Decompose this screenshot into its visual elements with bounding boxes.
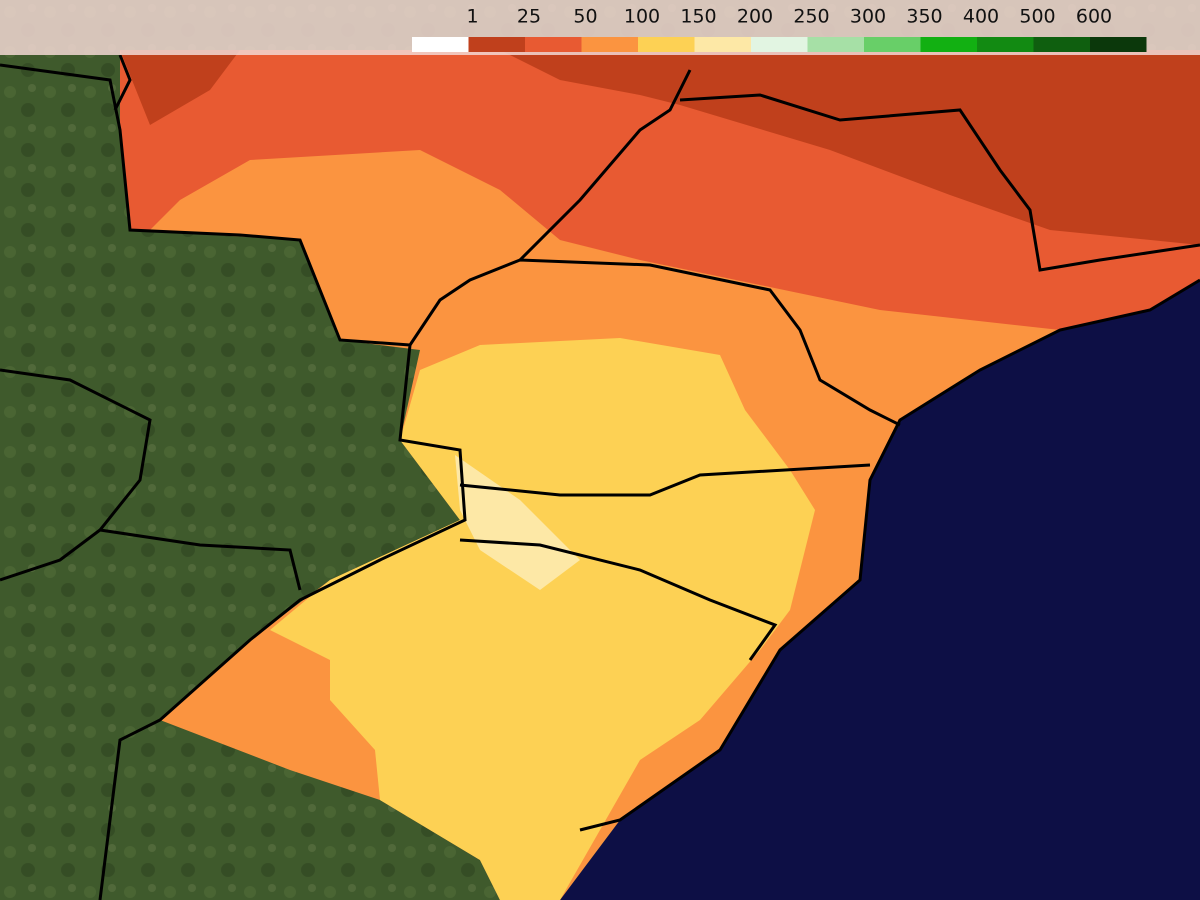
legend-label: 25 bbox=[517, 6, 541, 28]
legend-swatch bbox=[694, 37, 751, 52]
legend-label: 250 bbox=[793, 6, 829, 28]
legend-label: 300 bbox=[850, 6, 886, 28]
legend-label: 150 bbox=[680, 6, 716, 28]
legend-label: 1 bbox=[466, 6, 478, 28]
legend-swatch bbox=[1033, 37, 1090, 52]
legend-swatch bbox=[977, 37, 1034, 52]
legend-label: 600 bbox=[1076, 6, 1112, 28]
legend-label: 200 bbox=[737, 6, 773, 28]
legend-swatch bbox=[412, 37, 469, 52]
legend-swatch bbox=[525, 37, 582, 52]
legend-label: 500 bbox=[1019, 6, 1055, 28]
ocean bbox=[560, 280, 1200, 900]
legend-label: 350 bbox=[906, 6, 942, 28]
borders bbox=[0, 54, 1200, 900]
legend-label: 50 bbox=[573, 6, 597, 28]
legend-swatch bbox=[807, 37, 864, 52]
legend-swatch bbox=[751, 37, 808, 52]
legend-swatch bbox=[920, 37, 977, 52]
precip-1 bbox=[120, 50, 1200, 245]
precip-150 bbox=[270, 338, 815, 900]
legend: 1 25 50 100 150 200 250 300 350 400 500 600 bbox=[412, 6, 1147, 52]
legend-swatch bbox=[581, 37, 638, 52]
legend-label: 100 bbox=[624, 6, 660, 28]
legend-swatch bbox=[864, 37, 921, 52]
legend-swatch bbox=[468, 37, 525, 52]
legend-swatch bbox=[638, 37, 695, 52]
legend-swatch bbox=[1090, 37, 1147, 52]
legend-label: 400 bbox=[963, 6, 999, 28]
